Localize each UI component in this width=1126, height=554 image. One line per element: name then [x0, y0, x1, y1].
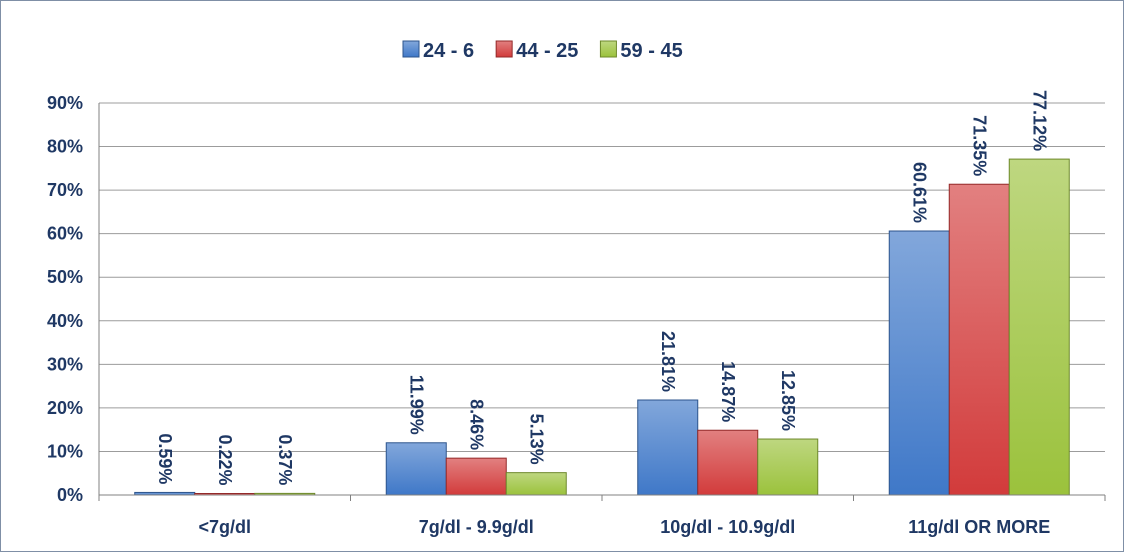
- y-tick-label: 70%: [47, 180, 83, 200]
- legend-item: 24 - 6: [402, 40, 474, 62]
- y-tick-label: 30%: [47, 354, 83, 374]
- y-axis-ticks: 0% 10% 20% 30% 40% 50% 60% 70% 80% 90%: [47, 93, 83, 505]
- legend-label: 44 - 25: [516, 40, 578, 62]
- bar-3-4: [1008, 158, 1070, 496]
- data-label: 14.87%: [718, 361, 738, 422]
- data-label: 11.99%: [406, 375, 426, 435]
- legend-item: 59 - 45: [599, 40, 683, 62]
- data-label: 77.12%: [1029, 90, 1049, 151]
- bar-1-3: [637, 399, 699, 496]
- data-label: 21.81%: [658, 331, 678, 392]
- bars: [134, 158, 1070, 496]
- data-label: 5.13%: [526, 414, 546, 465]
- y-tick-label: 90%: [47, 93, 83, 113]
- bar-3-3: [757, 438, 819, 496]
- bar-3-2: [505, 472, 567, 496]
- x-category-label: <7g/dl: [198, 517, 251, 537]
- x-category-label: 7g/dl - 9.9g/dl: [419, 517, 534, 537]
- legend-label: 59 - 45: [620, 40, 682, 62]
- legend-item: 44 - 25: [495, 40, 578, 62]
- bar-2-2: [445, 457, 507, 496]
- data-label: 71.35%: [969, 115, 989, 176]
- x-category-label: 11g/dl OR MORE: [908, 517, 1050, 537]
- bar-2-3: [697, 429, 759, 496]
- bar-1-4: [888, 230, 950, 496]
- data-label: 0.37%: [275, 434, 295, 485]
- y-tick-label: 0%: [57, 485, 83, 505]
- legend-swatch: [495, 40, 513, 58]
- data-label: 0.22%: [215, 434, 235, 485]
- y-tick-label: 60%: [47, 224, 83, 244]
- data-label: 0.59%: [155, 433, 175, 484]
- data-labels: 0.59% 0.22% 0.37% 11.99% 8.46% 5.13% 21.81% 14.…: [155, 90, 1050, 485]
- y-tick-label: 10%: [47, 441, 83, 461]
- bar-1-2: [385, 442, 447, 496]
- legend-swatch: [599, 40, 617, 58]
- y-tick-label: 40%: [47, 311, 83, 331]
- data-label: 12.85%: [778, 370, 798, 431]
- legend-label: 24 - 6: [423, 40, 474, 62]
- data-label: 60.61%: [909, 162, 929, 223]
- gridlines: [99, 102, 1105, 452]
- y-tick-label: 20%: [47, 398, 83, 418]
- bar-2-4: [948, 183, 1010, 496]
- x-category-label: 10g/dl - 10.9g/dl: [660, 517, 795, 537]
- y-tick-label: 80%: [47, 137, 83, 157]
- legend: 24 - 6 44 - 25 59 - 45: [402, 40, 683, 62]
- x-axis-categories: <7g/dl 7g/dl - 9.9g/dl 10g/dl - 10.9g/dl 11…: [198, 517, 1050, 537]
- legend-swatch: [402, 40, 420, 58]
- axes: [98, 103, 1106, 501]
- data-label: 8.46%: [466, 399, 486, 450]
- y-tick-label: 50%: [47, 267, 83, 287]
